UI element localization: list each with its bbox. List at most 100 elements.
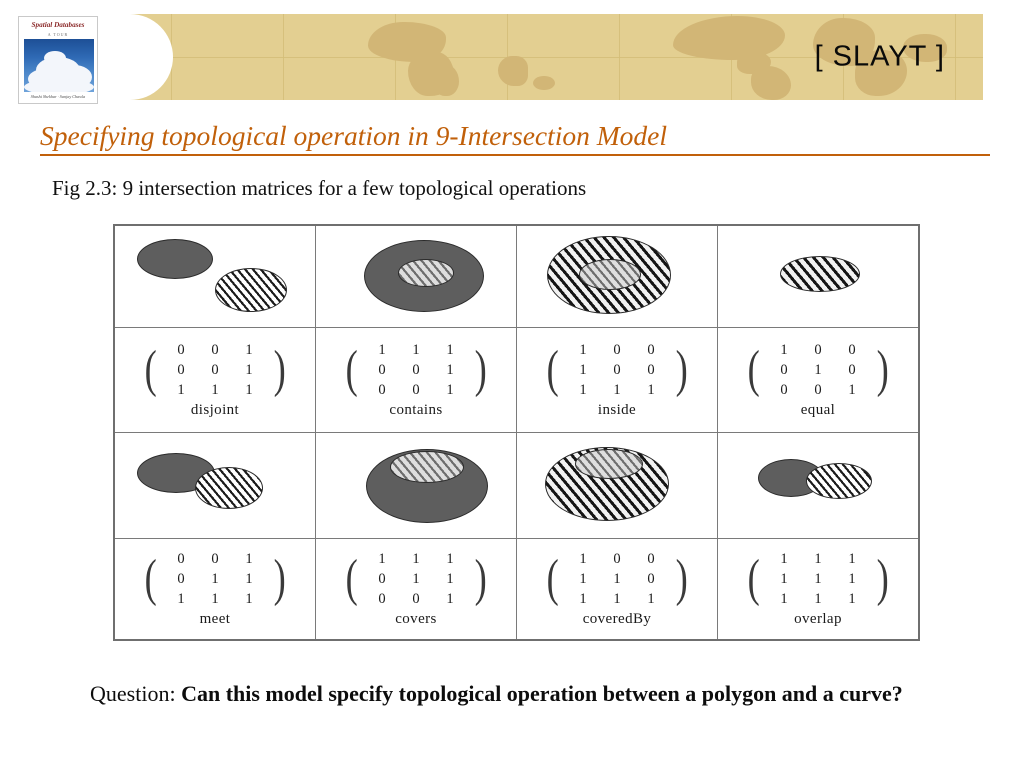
continent-shape bbox=[498, 56, 528, 86]
matrix-value: 1 bbox=[211, 382, 219, 399]
operation-label-covers: covers bbox=[395, 611, 437, 628]
matrix-value: 1 bbox=[780, 550, 788, 567]
header-banner: [ SLAYT ] bbox=[0, 14, 1024, 100]
operation-label-overlap: overlap bbox=[794, 611, 842, 628]
matrix-value: 1 bbox=[378, 341, 386, 358]
ellipse-hatched bbox=[780, 256, 860, 292]
matrix-value: 1 bbox=[446, 341, 454, 358]
matrix-grid-inside: 1 0 0 1 0 0 1 1 1 bbox=[561, 341, 673, 401]
matrix-value: 0 bbox=[613, 361, 621, 378]
matrix-value: 1 bbox=[814, 591, 822, 608]
matrix-value: 1 bbox=[245, 550, 253, 567]
matrix-value: 1 bbox=[647, 382, 655, 399]
matrix-value: 1 bbox=[613, 591, 621, 608]
matrix-grid-contains: 1 1 1 0 0 1 0 0 1 bbox=[360, 341, 472, 401]
matrix-value: 1 bbox=[412, 341, 420, 358]
matrix-cell-coveredby: ( 1 0 0 1 1 0 1 1 1 ) coveredBy bbox=[516, 539, 717, 639]
matrix-value: 1 bbox=[579, 550, 587, 567]
ellipse-hatched-inner bbox=[575, 449, 643, 479]
matrix-value: 1 bbox=[780, 341, 788, 358]
figure-matrix-row: ( 0 0 1 0 0 1 1 1 1 ) disjoint bbox=[115, 327, 918, 432]
cloud-shape bbox=[44, 51, 66, 65]
logo-sky-image bbox=[24, 39, 94, 92]
figure-caption: Fig 2.3: 9 intersection matrices for a f… bbox=[52, 176, 587, 200]
continent-shape bbox=[751, 66, 791, 100]
shape-cell-contains bbox=[315, 226, 516, 327]
matrix-grid-meet: 0 0 1 0 1 1 1 1 1 bbox=[159, 550, 271, 610]
ellipse-hatched bbox=[215, 268, 287, 312]
matrix-value: 1 bbox=[412, 570, 420, 587]
continent-shape bbox=[903, 34, 947, 62]
matrix-cell-equal: ( 1 0 0 0 1 0 0 0 1 ) equal bbox=[717, 328, 918, 432]
paren-right-icon: ) bbox=[474, 341, 487, 399]
matrix-value: 0 bbox=[211, 341, 219, 358]
matrix-value: 0 bbox=[848, 361, 856, 378]
paren-left-icon: ( bbox=[747, 341, 760, 399]
matrix-grid-overlap: 1 1 1 1 1 1 1 1 1 bbox=[762, 550, 874, 610]
paren-left-icon: ( bbox=[345, 341, 358, 399]
paren-right-icon: ) bbox=[474, 550, 487, 608]
matrix-value: 1 bbox=[814, 550, 822, 567]
matrix-value: 0 bbox=[211, 361, 219, 378]
matrix-value: 1 bbox=[579, 382, 587, 399]
matrix-value: 1 bbox=[211, 570, 219, 587]
continent-shape bbox=[533, 76, 555, 90]
shape-cell-coveredby bbox=[516, 433, 717, 538]
ellipse-solid bbox=[364, 240, 484, 312]
matrix-value: 1 bbox=[446, 382, 454, 399]
matrix-value: 1 bbox=[848, 550, 856, 567]
matrix-value: 1 bbox=[245, 341, 253, 358]
matrix-value: 0 bbox=[378, 361, 386, 378]
matrix-value: 1 bbox=[579, 591, 587, 608]
paren-right-icon: ) bbox=[675, 341, 688, 399]
shape-cell-inside bbox=[516, 226, 717, 327]
logo-subtitle: A TOUR bbox=[47, 32, 69, 37]
matrix-value: 1 bbox=[412, 550, 420, 567]
matrix-cell-contains: ( 1 1 1 0 0 1 0 0 1 ) contains bbox=[315, 328, 516, 432]
matrix-value: 1 bbox=[848, 591, 856, 608]
operation-label-equal: equal bbox=[800, 402, 836, 419]
figure-matrix-row: ( 0 0 1 0 1 1 1 1 1 ) meet bbox=[115, 538, 918, 639]
matrix-value: 0 bbox=[647, 550, 655, 567]
shape-cell-equal bbox=[717, 226, 918, 327]
slayt-badge: [ SLAYT ] bbox=[814, 40, 945, 73]
matrix-value: 0 bbox=[177, 570, 185, 587]
matrix-value: 0 bbox=[412, 361, 420, 378]
ellipse-hatched-inner bbox=[390, 451, 464, 483]
matrix-value: 1 bbox=[579, 361, 587, 378]
cloud-shape bbox=[24, 79, 94, 92]
matrix-value: 0 bbox=[378, 591, 386, 608]
matrix-value: 0 bbox=[814, 382, 822, 399]
matrix-value: 1 bbox=[579, 570, 587, 587]
page-title: Specifying topological operation in 9-In… bbox=[40, 120, 990, 156]
matrix-value: 1 bbox=[613, 382, 621, 399]
paren-left-icon: ( bbox=[345, 550, 358, 608]
paren-right-icon: ) bbox=[876, 341, 889, 399]
matrix-value: 1 bbox=[848, 382, 856, 399]
matrix-value: 1 bbox=[245, 591, 253, 608]
matrix-value: 0 bbox=[647, 361, 655, 378]
matrix-value: 0 bbox=[211, 550, 219, 567]
matrix-value: 0 bbox=[647, 570, 655, 587]
operation-label-coveredby: coveredBy bbox=[582, 611, 652, 628]
shape-cell-overlap bbox=[717, 433, 918, 538]
matrix-value: 1 bbox=[177, 591, 185, 608]
matrix-value: 1 bbox=[780, 570, 788, 587]
shape-cell-meet bbox=[115, 433, 315, 538]
question-body: Can this model specify topological opera… bbox=[181, 681, 903, 706]
matrix-value: 1 bbox=[177, 382, 185, 399]
ellipse-hatched bbox=[806, 463, 872, 499]
matrix-value: 0 bbox=[780, 361, 788, 378]
matrix-value: 1 bbox=[211, 591, 219, 608]
matrix-value: 1 bbox=[814, 361, 822, 378]
continent-shape bbox=[673, 16, 785, 60]
shape-cell-disjoint bbox=[115, 226, 315, 327]
paren-left-icon: ( bbox=[546, 341, 559, 399]
matrix-value: 1 bbox=[446, 361, 454, 378]
matrix-grid-coveredby: 1 0 0 1 1 0 1 1 1 bbox=[561, 550, 673, 610]
nine-intersection-figure: ( 0 0 1 0 0 1 1 1 1 ) disjoint bbox=[113, 224, 920, 641]
continent-shape bbox=[433, 64, 459, 96]
matrix-value: 0 bbox=[177, 550, 185, 567]
matrix-value: 1 bbox=[245, 361, 253, 378]
matrix-value: 0 bbox=[647, 341, 655, 358]
